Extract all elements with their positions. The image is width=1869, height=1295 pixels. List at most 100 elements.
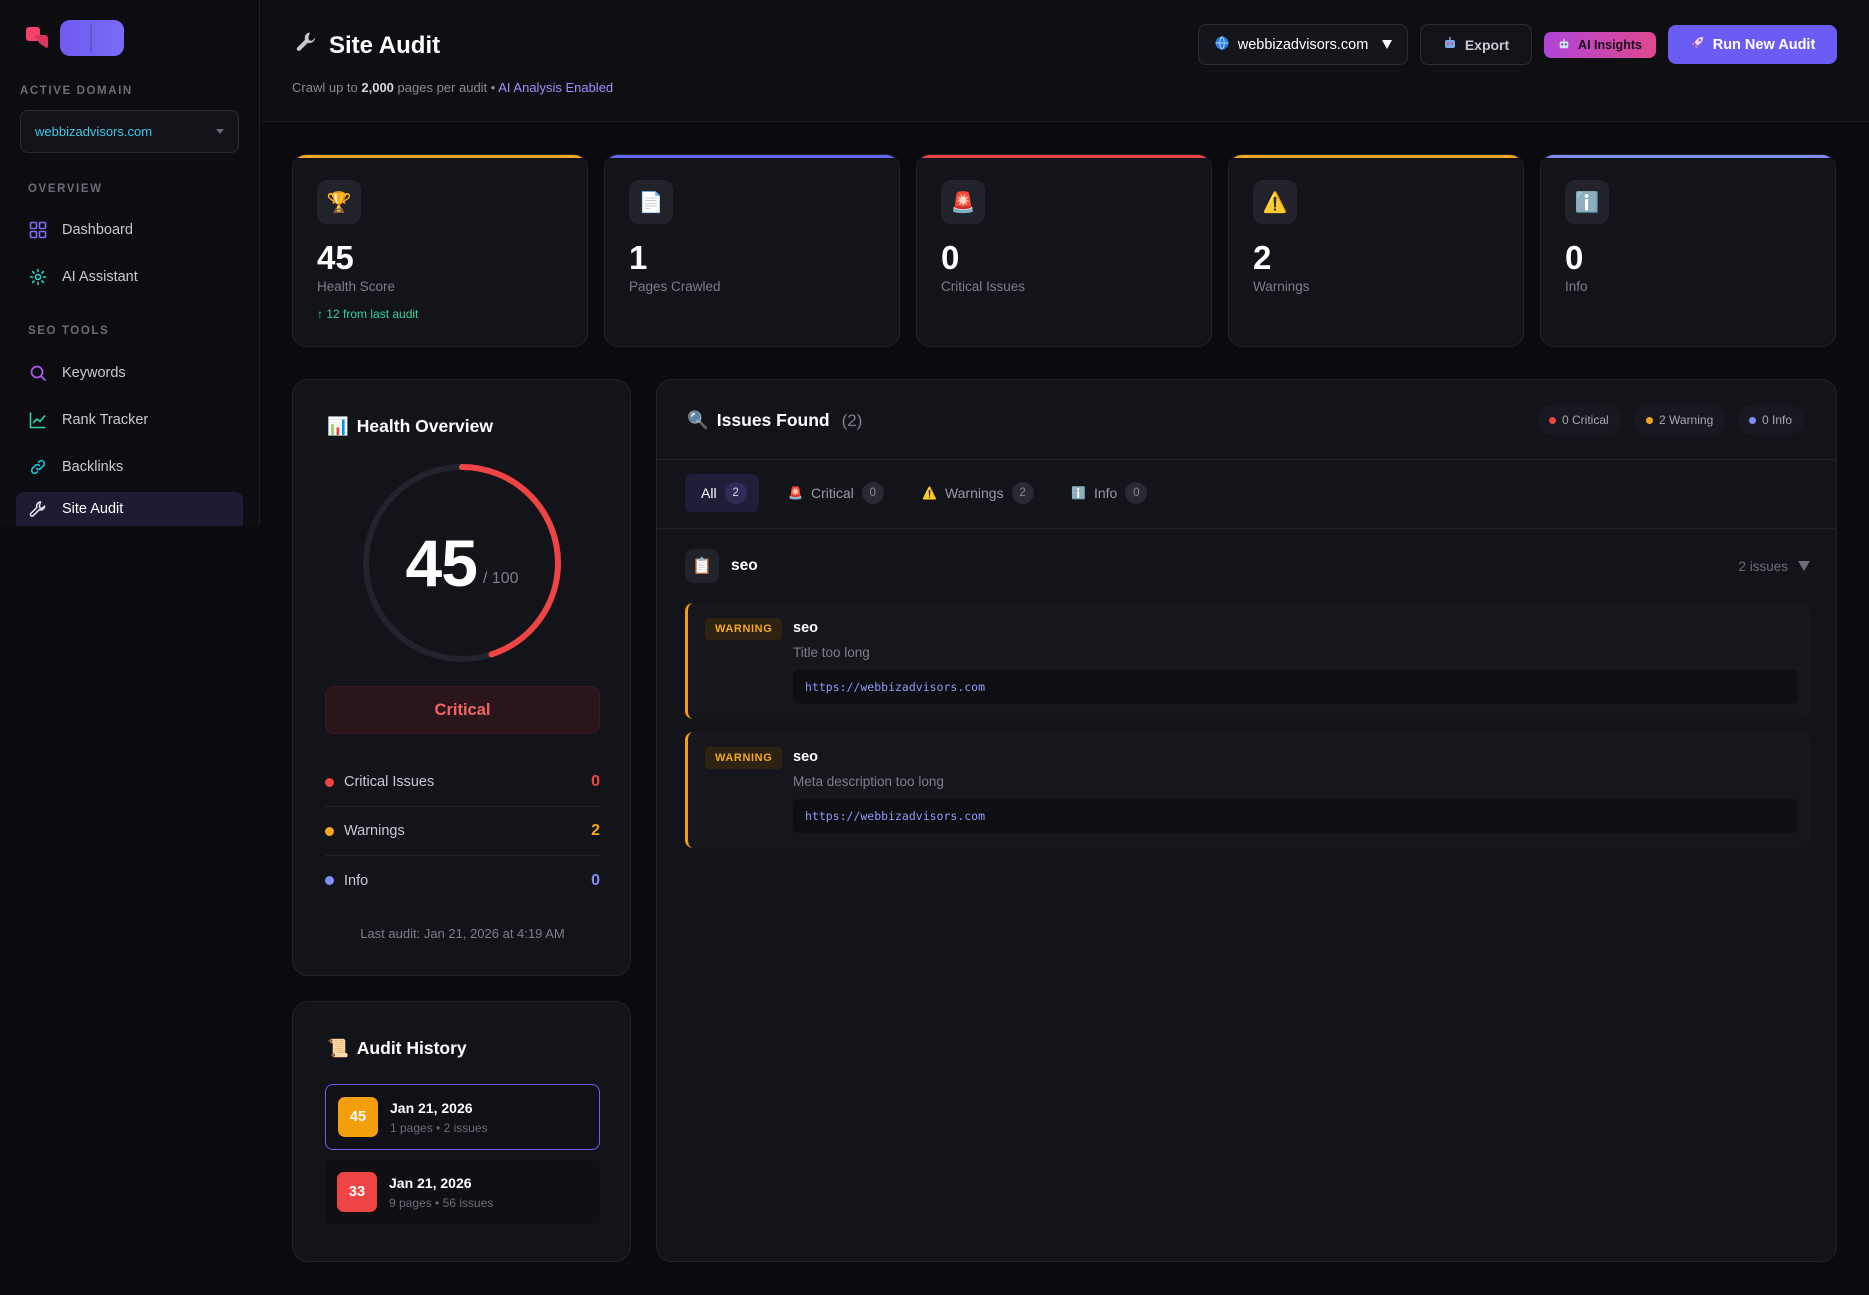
- health-overview-title-text: Health Overview: [356, 416, 493, 436]
- issues-header: 🔍 Issues Found (2) 0 Critical 2 Warning …: [657, 380, 1836, 460]
- stat-label: Critical Issues: [941, 279, 1026, 294]
- health-score-value: 45: [405, 526, 477, 600]
- health-score-max: / 100: [482, 570, 519, 587]
- stat-accent-bar: [917, 155, 1211, 158]
- domain-dropdown-label: webbizadvisors.com: [1237, 36, 1369, 53]
- sidebar-item-label: Dashboard: [62, 222, 133, 238]
- legend-value: 0: [591, 773, 600, 790]
- page-header: Site Audit Crawl up to 2,000 pages per a…: [261, 0, 1869, 122]
- stat-label: Warnings: [1253, 279, 1310, 294]
- warning-dot-icon: [325, 826, 334, 836]
- stat-value: 0: [1565, 239, 1584, 276]
- stat-accent-bar: [1541, 155, 1835, 158]
- run-new-audit-button[interactable]: Run New Audit: [1668, 25, 1837, 64]
- stat-label: Health Score: [317, 279, 396, 294]
- seo-tools-label: SEO TOOLS: [28, 325, 110, 337]
- tab-all[interactable]: All 2: [685, 474, 759, 512]
- issue-filter-tabs: [657, 460, 1836, 529]
- summary-pill-warning: 2 Warning: [1634, 405, 1726, 435]
- warning-icon: ⚠️: [922, 486, 937, 500]
- issues-title: 🔍 Issues Found (2): [687, 410, 862, 431]
- globe-icon: [1214, 35, 1230, 55]
- tab-count-badge: 2: [1011, 482, 1034, 504]
- sidebar-item-label: Rank Tracker: [62, 412, 149, 428]
- tab-label: Warnings: [944, 485, 1004, 501]
- stat-accent-bar: [1229, 155, 1523, 158]
- domain-dropdown-button[interactable]: webbizadvisors.com: [1198, 24, 1408, 65]
- bar-chart-icon: 📊: [327, 416, 349, 436]
- sidebar-item-label: Keywords: [62, 365, 126, 381]
- export-button[interactable]: Export: [1420, 24, 1532, 65]
- link-icon: [28, 457, 48, 477]
- legend-row-critical: Critical Issues 0: [325, 758, 600, 807]
- sidebar-item-label: Backlinks: [62, 459, 124, 475]
- sidebar-item-dashboard[interactable]: Dashboard: [16, 210, 243, 250]
- overview-label: OVERVIEW: [28, 183, 103, 195]
- gauge-arc: [363, 464, 561, 662]
- stat-label: Info: [1565, 279, 1588, 294]
- sidebar-item-keywords[interactable]: Keywords: [16, 353, 243, 393]
- siren-icon: 🚨: [941, 180, 985, 224]
- issue-url[interactable]: https://webbizadvisors.com: [793, 799, 1798, 833]
- tab-info[interactable]: ℹ️ Info 0: [1055, 474, 1159, 512]
- ai-insights-button[interactable]: AI Insights: [1544, 32, 1656, 58]
- gauge-readout: 45 / 100: [360, 461, 564, 665]
- export-label: Export: [1464, 36, 1510, 53]
- page-title-text: Site Audit: [329, 31, 441, 59]
- issue-url[interactable]: https://webbizadvisors.com: [793, 670, 1798, 704]
- audit-history-item[interactable]: 33 Jan 21, 2026 9 pages • 56 issues: [325, 1159, 600, 1225]
- history-score-badge: 45: [338, 1097, 378, 1137]
- tab-warnings[interactable]: ⚠️ Warnings 2: [906, 474, 1046, 512]
- info-dot-icon: [325, 876, 334, 885]
- robot-icon: [1558, 38, 1570, 53]
- logo[interactable]: [26, 20, 124, 56]
- stat-label: Pages Crawled: [629, 279, 721, 294]
- stat-value: 0: [941, 239, 960, 276]
- summary-pill-label: 0 Info: [1762, 413, 1793, 427]
- issue-card[interactable]: WARNING seo Title too long https://webbi…: [685, 603, 1810, 719]
- collapse-triangle-icon[interactable]: [1798, 561, 1810, 571]
- legend-label: Critical Issues: [344, 774, 435, 790]
- domain-select-value: webbizadvisors.com: [35, 124, 153, 139]
- history-meta: 9 pages • 56 issues: [389, 1195, 494, 1210]
- triangle-down-icon: [1382, 40, 1393, 49]
- critical-dot-icon: [1549, 416, 1556, 424]
- tab-label: Info: [1093, 485, 1118, 501]
- issue-group-header[interactable]: 📋 seo 2 issues: [685, 548, 1810, 584]
- audit-history-item[interactable]: 45 Jan 21, 2026 1 pages • 2 issues: [325, 1084, 600, 1150]
- health-overview-panel: 📊 Health Overview 45 / 100 Critical Crit…: [292, 379, 631, 976]
- warning-icon: ⚠️: [1253, 180, 1297, 224]
- info-icon: ℹ️: [1071, 486, 1086, 500]
- tab-count-badge: 2: [724, 482, 747, 504]
- issue-description: Meta description too long: [793, 774, 944, 789]
- domain-select[interactable]: webbizadvisors.com: [20, 110, 239, 153]
- issue-group-count: 2 issues: [1738, 558, 1788, 574]
- legend-label: Info: [344, 872, 369, 889]
- history-date: Jan 21, 2026: [389, 1174, 472, 1191]
- history-meta: 1 pages • 2 issues: [390, 1120, 488, 1135]
- sidebar-item-site-audit[interactable]: Site Audit: [16, 492, 243, 526]
- page-subtitle: Crawl up to 2,000 pages per audit • AI A…: [292, 80, 613, 95]
- issues-title-text: Issues Found: [716, 410, 830, 430]
- sidebar-item-ai-assistant[interactable]: AI Assistant: [16, 257, 243, 297]
- stat-value: 45: [317, 239, 354, 276]
- summary-pill-label: 0 Critical: [1562, 413, 1609, 427]
- stat-card-pages-crawled: 📄 1 Pages Crawled: [604, 154, 900, 347]
- issue-card[interactable]: WARNING seo Meta description too long ht…: [685, 732, 1810, 848]
- audit-history-title-text: Audit History: [356, 1038, 467, 1058]
- sidebar-item-rank-tracker[interactable]: Rank Tracker: [16, 400, 243, 440]
- history-date: Jan 21, 2026: [390, 1099, 473, 1116]
- chevron-down-icon: [216, 129, 224, 134]
- subtitle-count: 2,000: [361, 80, 394, 95]
- tab-critical[interactable]: 🚨 Critical 0: [772, 474, 896, 512]
- tab-label: All: [701, 485, 717, 501]
- trophy-icon: 🏆: [317, 180, 361, 224]
- sidebar-item-backlinks[interactable]: Backlinks: [16, 447, 243, 487]
- document-icon: 📄: [629, 180, 673, 224]
- siren-icon: 🚨: [788, 486, 803, 500]
- issues-count: (2): [841, 410, 863, 430]
- wrench-icon: [28, 499, 48, 519]
- sidebar-item-label: AI Assistant: [62, 269, 138, 285]
- legend-value: 0: [591, 871, 600, 889]
- tab-label: Critical: [810, 485, 854, 501]
